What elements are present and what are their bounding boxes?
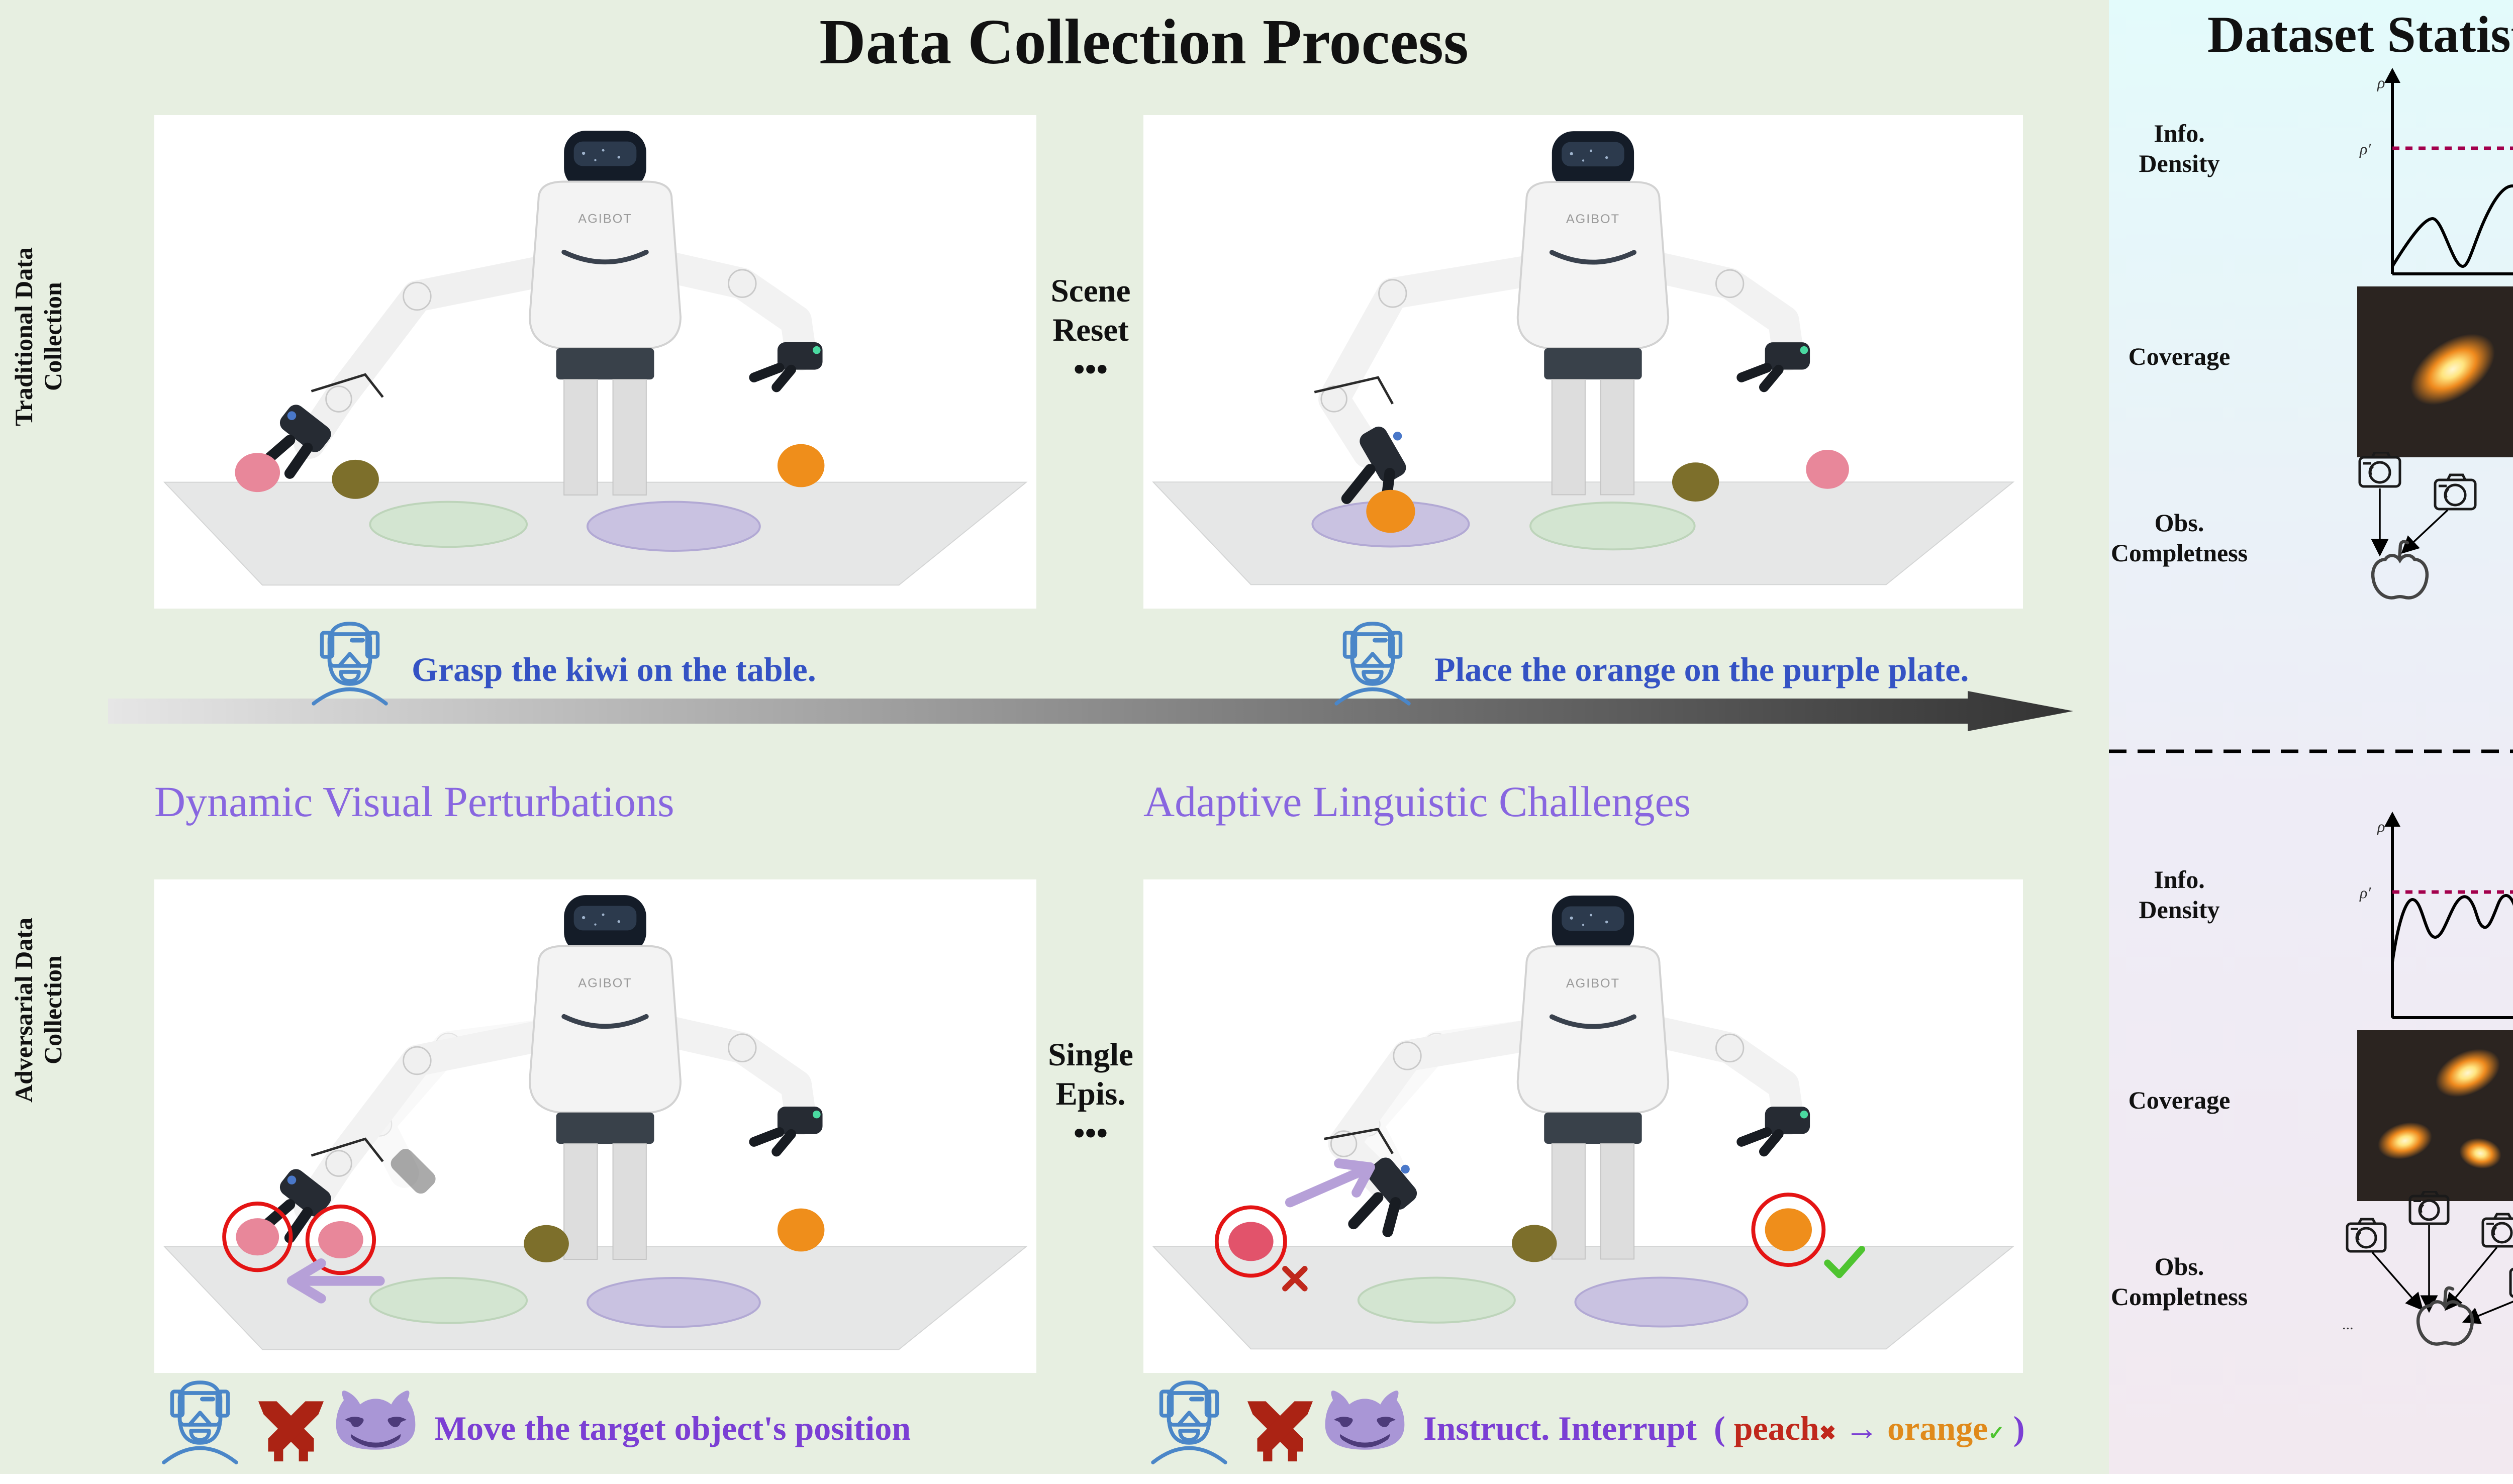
svg-text:AGIBOT: AGIBOT (1566, 976, 1620, 991)
svg-text:AGIBOT: AGIBOT (578, 976, 632, 990)
svg-text:ρ′: ρ′ (2359, 883, 2371, 902)
svg-text:AGIBOT: AGIBOT (578, 212, 632, 226)
svg-text:...: ... (2342, 1316, 2354, 1333)
svg-text:ρ: ρ (2377, 73, 2385, 91)
svg-text:ρ: ρ (2377, 817, 2385, 835)
svg-text:ρ′: ρ′ (2359, 140, 2371, 158)
svg-text:AGIBOT: AGIBOT (1566, 212, 1620, 226)
